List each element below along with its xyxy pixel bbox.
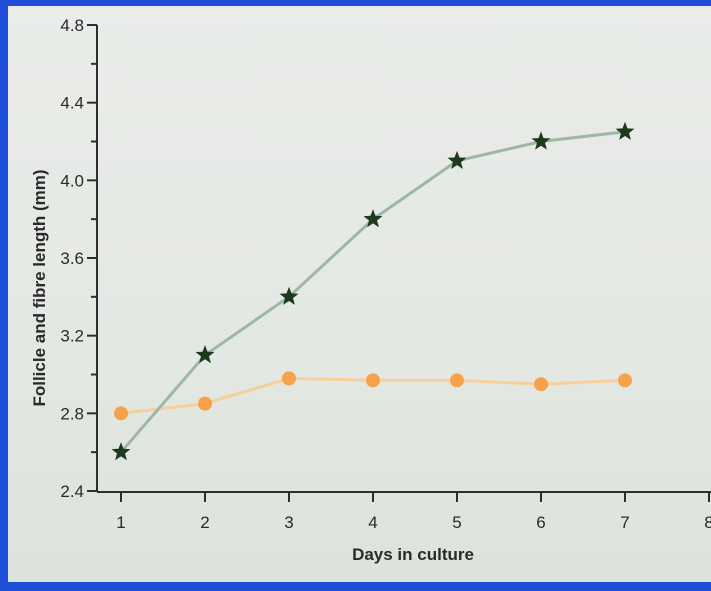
data-point-circle xyxy=(366,373,380,388)
y-tick-label: 2.4 xyxy=(60,482,84,501)
axes: 2.4 2.8 3.2 3.6 4.0 4.4 4.8 1 2 3 4 5 6 7 8 xyxy=(60,16,711,532)
data-point-star xyxy=(447,150,467,169)
data-point-circle xyxy=(450,373,464,388)
data-point-circle xyxy=(198,396,212,411)
x-tick-label: 3 xyxy=(284,513,293,532)
line-chart: 2.4 2.8 3.2 3.6 4.0 4.4 4.8 1 2 3 4 5 6 7 8 Days in cu… xyxy=(30,16,711,564)
x-tick-label: 2 xyxy=(200,513,209,532)
y-tick-label: 4.8 xyxy=(60,16,84,35)
data-point-star xyxy=(195,345,215,364)
x-tick-label: 1 xyxy=(116,513,125,532)
y-tick-label: 3.2 xyxy=(60,327,84,346)
y-tick-label: 3.6 xyxy=(60,249,84,268)
data-point-star xyxy=(111,442,131,461)
x-tick-label: 8 xyxy=(704,513,711,532)
y-axis-label: Follicle and fibre length (mm) xyxy=(30,169,49,406)
data-point-star xyxy=(531,131,551,150)
x-tick-label: 5 xyxy=(452,513,461,532)
series-1 xyxy=(111,121,635,461)
data-point-star xyxy=(279,286,299,305)
data-point-circle xyxy=(534,377,548,392)
data-point-circle xyxy=(114,406,128,421)
y-tick-label: 2.8 xyxy=(60,404,84,423)
x-tick-label: 6 xyxy=(536,513,545,532)
data-point-star xyxy=(615,121,635,140)
data-point-star xyxy=(363,209,383,228)
x-tick-label: 7 xyxy=(620,513,629,532)
x-tick-label: 4 xyxy=(368,513,377,532)
series-2 xyxy=(114,371,632,421)
x-axis-label: Days in culture xyxy=(352,545,474,564)
data-point-circle xyxy=(282,371,296,386)
data-point-circle xyxy=(618,373,632,388)
series-layer xyxy=(111,121,635,461)
chart-paper: 2.4 2.8 3.2 3.6 4.0 4.4 4.8 1 2 3 4 5 6 7 8 Days in cu… xyxy=(8,6,711,582)
y-tick-label: 4.0 xyxy=(60,171,84,190)
y-tick-label: 4.4 xyxy=(60,94,84,113)
